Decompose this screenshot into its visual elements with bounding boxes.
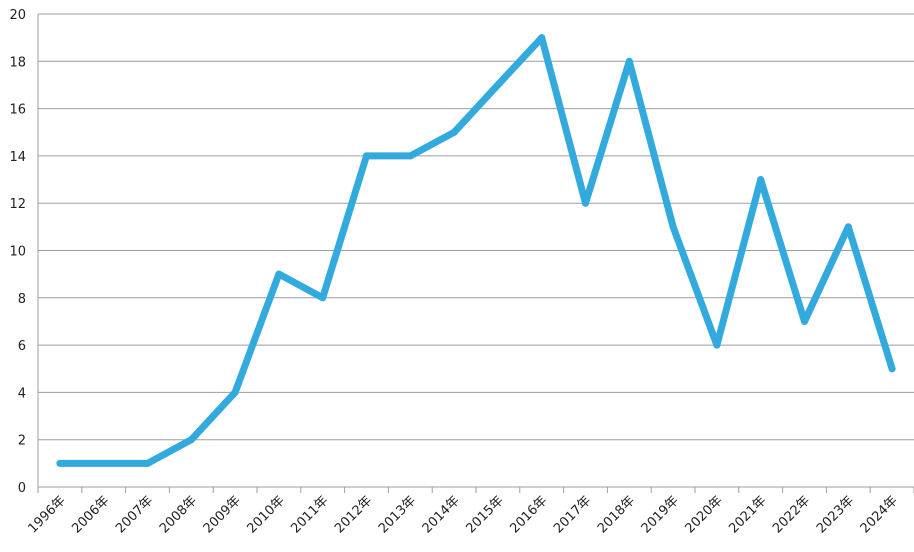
x-tick-label: 2022年 xyxy=(770,493,813,536)
x-tick-label: 2023年 xyxy=(814,493,857,536)
y-tick-label: 8 xyxy=(18,292,26,307)
data-point xyxy=(187,436,195,444)
data-point xyxy=(625,57,633,65)
x-tick-label: 1996年 xyxy=(26,493,69,536)
x-tick-label: 2011年 xyxy=(288,493,331,536)
data-point xyxy=(450,128,458,136)
data-point xyxy=(538,34,546,42)
x-tick-label: 2020年 xyxy=(683,493,726,536)
x-tick-label: 2018年 xyxy=(595,493,638,536)
data-point xyxy=(406,152,414,160)
data-point xyxy=(844,223,852,231)
y-tick-label: 18 xyxy=(9,55,26,70)
y-tick-label: 10 xyxy=(9,245,26,260)
y-tick-label: 20 xyxy=(9,8,26,23)
x-tick-label: 2017年 xyxy=(551,493,594,536)
data-point xyxy=(100,459,108,467)
x-tick-label: 2014年 xyxy=(420,493,463,536)
data-point xyxy=(275,270,283,278)
data-point xyxy=(494,81,502,89)
data-point xyxy=(582,199,589,207)
data-point xyxy=(56,459,64,467)
series-group xyxy=(56,34,896,467)
x-tick-label: 2024年 xyxy=(858,493,901,536)
series-line-0 xyxy=(56,34,896,467)
x-axis xyxy=(37,14,914,493)
data-point xyxy=(363,152,370,160)
x-tick-label: 2016年 xyxy=(507,493,550,536)
data-point xyxy=(888,365,896,373)
x-tick-label: 2010年 xyxy=(245,493,288,536)
y-tick-label: 12 xyxy=(9,197,26,212)
x-tick-label: 2021年 xyxy=(726,493,769,536)
x-tick-label: 2006年 xyxy=(69,493,112,536)
data-point xyxy=(319,294,327,302)
y-tick-label: 2 xyxy=(18,434,26,449)
x-tick-label: 2012年 xyxy=(332,493,375,536)
data-point xyxy=(713,341,721,349)
x-axis-ticks: 1996年 2006年 2007年 2008年 2009年 2010年 2011年 2012年… xyxy=(26,493,901,536)
y-tick-label: 6 xyxy=(18,339,26,354)
x-tick-label: 2007年 xyxy=(113,493,156,536)
x-tick-label: 2008年 xyxy=(157,493,200,536)
y-axis-ticks: 0 2 4 6 8 10 12 14 16 18 20 xyxy=(9,8,26,496)
y-tick-label: 16 xyxy=(9,103,26,118)
data-point xyxy=(801,317,808,325)
x-tick-label: 2009年 xyxy=(201,493,244,536)
data-point xyxy=(144,459,151,467)
data-point xyxy=(231,388,239,396)
x-tick-label: 2019年 xyxy=(639,493,682,536)
x-tick-label: 2013年 xyxy=(376,493,419,536)
data-point xyxy=(757,176,765,184)
gridlines xyxy=(38,13,914,441)
y-tick-label: 4 xyxy=(18,386,26,401)
x-tick-label: 2015年 xyxy=(464,493,507,536)
data-point xyxy=(669,223,677,231)
y-tick-label: 0 xyxy=(18,481,26,496)
y-tick-label: 14 xyxy=(9,150,26,165)
